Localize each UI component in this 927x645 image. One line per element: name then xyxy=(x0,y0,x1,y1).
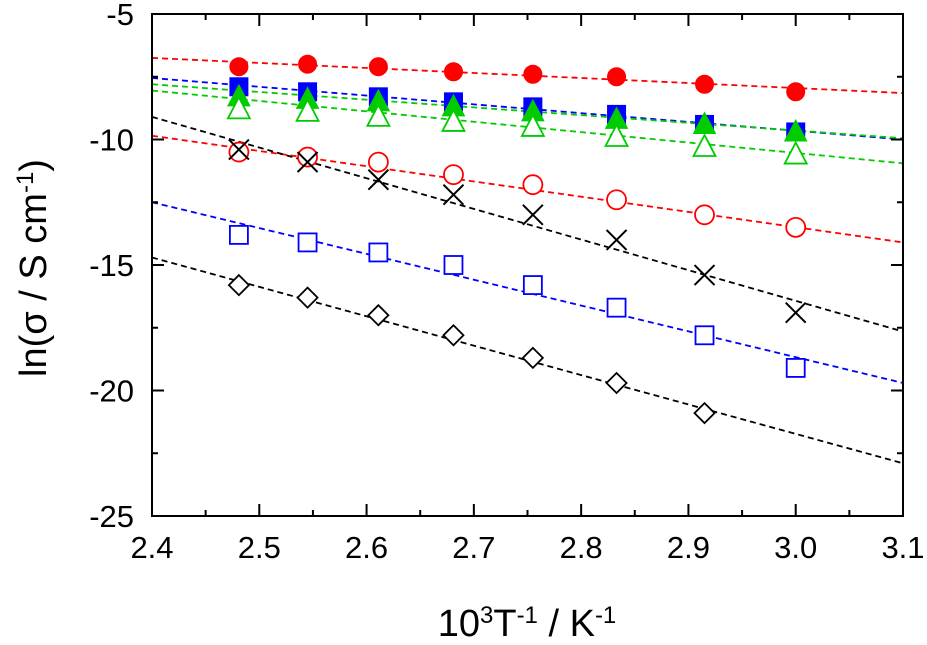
data-point-circle-open xyxy=(228,141,250,163)
data-point-circle-open xyxy=(785,216,807,238)
data-point-circle-filled xyxy=(368,57,388,77)
data-point-circle-open xyxy=(297,146,318,168)
data-point-square-open xyxy=(229,224,249,245)
y-tick-label: -10 xyxy=(89,123,134,158)
data-point-circle-open xyxy=(694,204,715,226)
data-point-square-open xyxy=(443,255,464,275)
x-tick-label: 2.5 xyxy=(238,530,281,565)
data-point-circle-filled xyxy=(695,74,715,94)
data-point-triangle-open xyxy=(604,123,630,147)
x-tick-label: 2.9 xyxy=(667,530,710,565)
x-tick-label: 3.0 xyxy=(774,530,817,565)
data-point-triangle-open xyxy=(692,133,718,157)
fit-line xyxy=(151,134,904,244)
data-point-circle-filled xyxy=(298,54,318,74)
data-point-triangle-open xyxy=(440,107,466,132)
data-point-circle-filled xyxy=(607,67,627,87)
axes-layer: 2.4 2.5 2.6 2.7 2.8 2.9 3.0 3.1 -5 -10 -15 -20 -25 xyxy=(89,0,924,565)
fit-line xyxy=(151,83,904,140)
data-point-diamond-open xyxy=(693,401,716,425)
fit-line xyxy=(151,116,904,333)
data-point-square-open xyxy=(694,325,715,346)
data-point-square-open xyxy=(606,297,627,318)
data-point-diamond-open xyxy=(442,324,465,347)
data-point-circle-filled xyxy=(786,82,806,102)
x-tick-label: 2.8 xyxy=(560,530,603,565)
data-point-circle-filled xyxy=(229,57,249,77)
data-point-cross xyxy=(442,184,465,206)
data-point-diamond-open xyxy=(521,346,545,370)
x-axis-title: 103T-1 / K-1 xyxy=(438,602,617,645)
data-point-cross xyxy=(522,204,544,226)
fit-line xyxy=(151,89,904,165)
data-point-cross xyxy=(785,301,807,324)
data-point-square-open xyxy=(522,275,543,295)
data-point-circle-open xyxy=(367,151,389,173)
data-point-cross xyxy=(693,264,716,286)
y-axis-title: ln(σ / S cm-1) xyxy=(12,159,55,377)
data-point-triangle-open xyxy=(365,102,391,127)
data-point-circle-open xyxy=(606,189,627,211)
data-point-square-open xyxy=(368,242,389,263)
y-tick-label: -25 xyxy=(89,499,134,534)
data-point-cross xyxy=(228,138,250,161)
data-point-diamond-open xyxy=(296,286,319,309)
data-point-triangle-open xyxy=(226,95,252,120)
x-tick-label: 2.4 xyxy=(130,530,173,565)
data-point-square-open xyxy=(297,232,318,253)
data-point-cross xyxy=(605,229,628,251)
fit-line xyxy=(151,201,904,384)
data-point-circle-open xyxy=(522,174,544,196)
data-point-triangle-open xyxy=(783,140,809,165)
x-tick-label: 2.7 xyxy=(452,530,495,565)
y-tick-label: -5 xyxy=(106,0,134,32)
data-point-diamond-open xyxy=(227,273,251,297)
data-point-square-open xyxy=(785,358,806,378)
data-point-circle-open xyxy=(443,164,464,186)
data-point-cross xyxy=(367,168,390,191)
data-point-cross xyxy=(296,151,319,173)
data-point-triangle-open xyxy=(295,97,321,122)
x-tick-label: 3.1 xyxy=(881,530,924,565)
data-point-triangle-open xyxy=(520,113,546,137)
data-markers-layer xyxy=(226,54,809,425)
x-tick-label: 2.6 xyxy=(345,530,388,565)
y-tick-label: -15 xyxy=(89,248,134,283)
data-point-diamond-open xyxy=(367,303,390,327)
fit-line xyxy=(151,77,904,141)
data-point-circle-filled xyxy=(443,62,463,82)
y-tick-label: -20 xyxy=(89,374,134,409)
data-point-circle-filled xyxy=(523,64,543,84)
data-point-diamond-open xyxy=(605,371,628,395)
